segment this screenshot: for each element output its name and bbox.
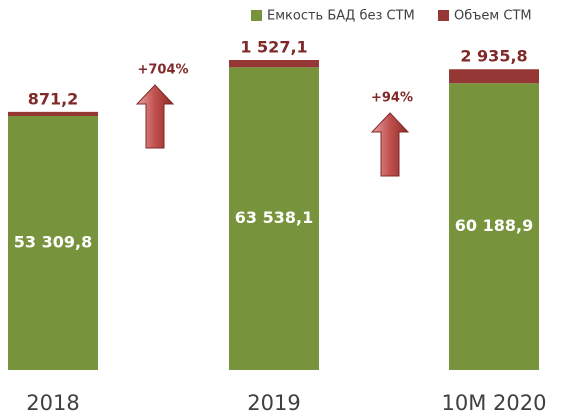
- legend-label: Емкость БАД без СТМ: [267, 9, 415, 24]
- x-tick-label: 10M 2020: [442, 391, 547, 415]
- annotation: +704%: [137, 63, 188, 78]
- x-tick-label: 2019: [247, 391, 300, 415]
- legend-swatch: [251, 10, 262, 21]
- legend-swatch: [438, 10, 449, 21]
- bar-segment: [449, 83, 539, 370]
- value-label: 1 527,1: [240, 38, 307, 57]
- value-label: 60 188,9: [455, 216, 533, 235]
- bar-segment: [229, 60, 319, 68]
- legend-label: Объем СТМ: [454, 9, 532, 24]
- value-label: 2 935,8: [460, 47, 527, 66]
- value-label: 871,2: [28, 89, 79, 108]
- bar-segment: [8, 116, 98, 371]
- value-label: 63 538,1: [235, 208, 313, 227]
- bar-segment: [229, 67, 319, 371]
- growth-arrow: [135, 84, 175, 149]
- x-tick-label: 2018: [26, 391, 79, 415]
- bar-segment: [8, 111, 98, 117]
- annotation: +94%: [371, 91, 413, 106]
- growth-arrow: [370, 112, 410, 177]
- value-label: 53 309,8: [14, 233, 92, 252]
- bar-segment: [449, 69, 539, 84]
